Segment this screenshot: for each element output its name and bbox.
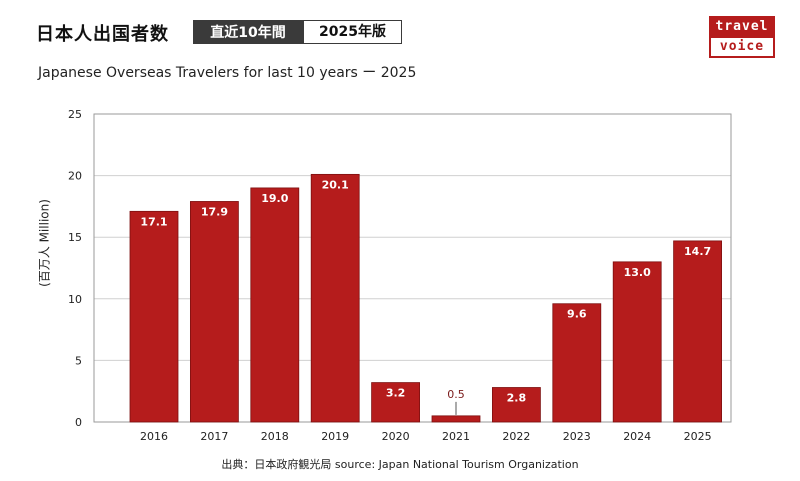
- bar-2023: [552, 303, 602, 423]
- y-tick-label: 25: [68, 108, 82, 121]
- y-tick-label: 10: [68, 293, 82, 306]
- data-label: 14.7: [684, 245, 711, 258]
- data-label: 19.0: [261, 192, 288, 205]
- edition-tag: 2025年版: [303, 20, 402, 44]
- travel-voice-logo[interactable]: travel voice: [709, 16, 775, 58]
- bar-2020: [371, 382, 421, 423]
- y-tick-label: 5: [75, 354, 82, 367]
- data-label: 13.0: [624, 266, 651, 279]
- bar-2021: [431, 415, 481, 423]
- source-note: 出典：日本政府観光局 source: Japan National Touris…: [221, 458, 579, 471]
- data-label: 20.1: [322, 178, 349, 191]
- bar-2024: [612, 261, 662, 423]
- x-tick-label: 2022: [502, 430, 530, 443]
- chart-subtitle: Japanese Overseas Travelers for last 10 …: [38, 65, 417, 81]
- logo-text-travel: travel: [709, 16, 775, 38]
- bar-2018: [250, 187, 300, 423]
- x-tick-label: 2018: [261, 430, 289, 443]
- y-tick-label: 20: [68, 170, 82, 183]
- y-tick-label: 0: [75, 416, 82, 429]
- x-tick-label: 2020: [382, 430, 410, 443]
- bar-2016: [129, 210, 179, 423]
- x-tick-label: 2024: [623, 430, 651, 443]
- bar-2017: [189, 201, 239, 423]
- x-tick-label: 2017: [200, 430, 228, 443]
- bar-2022: [491, 387, 541, 423]
- bar-2025: [673, 240, 722, 423]
- x-tick-label: 2021: [442, 430, 470, 443]
- x-tick-label: 2016: [140, 430, 168, 443]
- data-label: 3.2: [386, 387, 406, 400]
- x-tick-label: 2019: [321, 430, 349, 443]
- x-tick-label: 2023: [563, 430, 591, 443]
- data-label: 0.5: [447, 388, 465, 401]
- data-label: 17.1: [140, 215, 167, 228]
- y-tick-label: 15: [68, 231, 82, 244]
- period-tag: 直近10年間: [193, 20, 303, 44]
- data-label: 17.9: [201, 205, 228, 218]
- logo-text-voice: voice: [719, 39, 765, 54]
- bar-2019: [310, 173, 360, 423]
- data-label: 2.8: [507, 392, 527, 405]
- data-label: 9.6: [567, 308, 587, 321]
- chart-title: 日本人出国者数: [36, 24, 169, 45]
- x-tick-label: 2025: [684, 430, 712, 443]
